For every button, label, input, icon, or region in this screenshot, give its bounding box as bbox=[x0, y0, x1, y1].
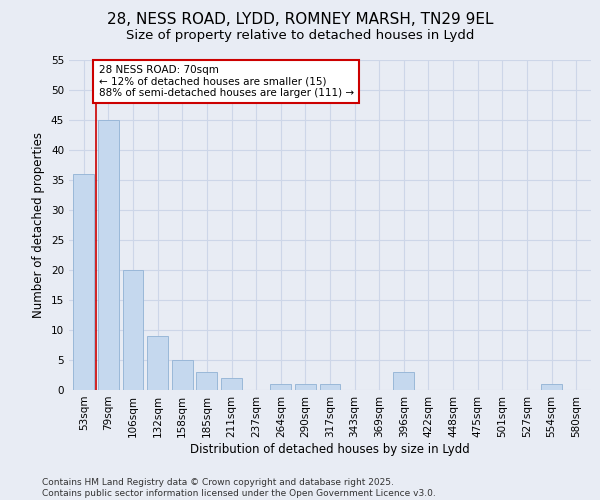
Bar bbox=[221, 378, 242, 390]
Bar bbox=[172, 360, 193, 390]
Bar bbox=[196, 372, 217, 390]
Y-axis label: Number of detached properties: Number of detached properties bbox=[32, 132, 46, 318]
Text: 28, NESS ROAD, LYDD, ROMNEY MARSH, TN29 9EL: 28, NESS ROAD, LYDD, ROMNEY MARSH, TN29 … bbox=[107, 12, 493, 28]
Bar bbox=[270, 384, 291, 390]
Text: Size of property relative to detached houses in Lydd: Size of property relative to detached ho… bbox=[126, 29, 474, 42]
Bar bbox=[122, 270, 143, 390]
Text: 28 NESS ROAD: 70sqm
← 12% of detached houses are smaller (15)
88% of semi-detach: 28 NESS ROAD: 70sqm ← 12% of detached ho… bbox=[98, 65, 353, 98]
Bar bbox=[320, 384, 340, 390]
Bar bbox=[541, 384, 562, 390]
Bar bbox=[147, 336, 168, 390]
Bar bbox=[394, 372, 415, 390]
Bar bbox=[98, 120, 119, 390]
X-axis label: Distribution of detached houses by size in Lydd: Distribution of detached houses by size … bbox=[190, 442, 470, 456]
Text: Contains HM Land Registry data © Crown copyright and database right 2025.
Contai: Contains HM Land Registry data © Crown c… bbox=[42, 478, 436, 498]
Bar bbox=[73, 174, 94, 390]
Bar bbox=[295, 384, 316, 390]
